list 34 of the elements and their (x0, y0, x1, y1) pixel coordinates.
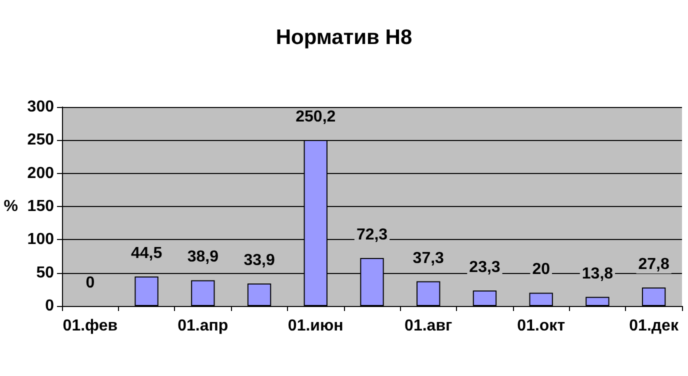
x-tick-label: 01.авг (404, 318, 453, 334)
x-tick-label: 01.окт (517, 318, 566, 334)
data-label: 23,3 (469, 259, 500, 276)
data-label: 20 (532, 261, 550, 278)
x-tick-label: 01.июн (288, 318, 344, 334)
bar (586, 296, 610, 306)
data-label: 38,9 (187, 248, 219, 266)
y-tick-label: 100 (27, 231, 54, 248)
bar (191, 280, 215, 306)
x-tick-label: 01.дек (629, 318, 680, 334)
bar (416, 281, 440, 306)
data-label: 44,5 (130, 244, 162, 262)
y-tick-label: 150 (27, 198, 54, 215)
data-label: 33,9 (244, 252, 275, 270)
y-tick-label: 300 (27, 98, 54, 116)
data-label: 37,3 (412, 250, 444, 267)
data-label: 27,8 (638, 256, 670, 274)
y-axis-title: % (4, 198, 18, 215)
bar (529, 292, 553, 306)
bar (134, 276, 158, 306)
x-tick-label: 01.апр (178, 318, 228, 334)
y-tick-label: 200 (27, 164, 54, 182)
data-label: 13,8 (582, 265, 614, 282)
x-tick-label: 01.фев (62, 318, 118, 334)
bar (247, 284, 272, 306)
y-tick-label: 250 (27, 132, 54, 149)
chart-title: Норматив Н8 (276, 26, 412, 49)
y-tick-label: 0 (45, 298, 54, 314)
bar (472, 290, 497, 306)
data-label: 0 (86, 274, 95, 292)
y-tick-label: 50 (36, 264, 54, 282)
bar (642, 288, 666, 306)
data-label: 72,3 (356, 226, 388, 244)
data-label: 250,2 (296, 108, 336, 126)
